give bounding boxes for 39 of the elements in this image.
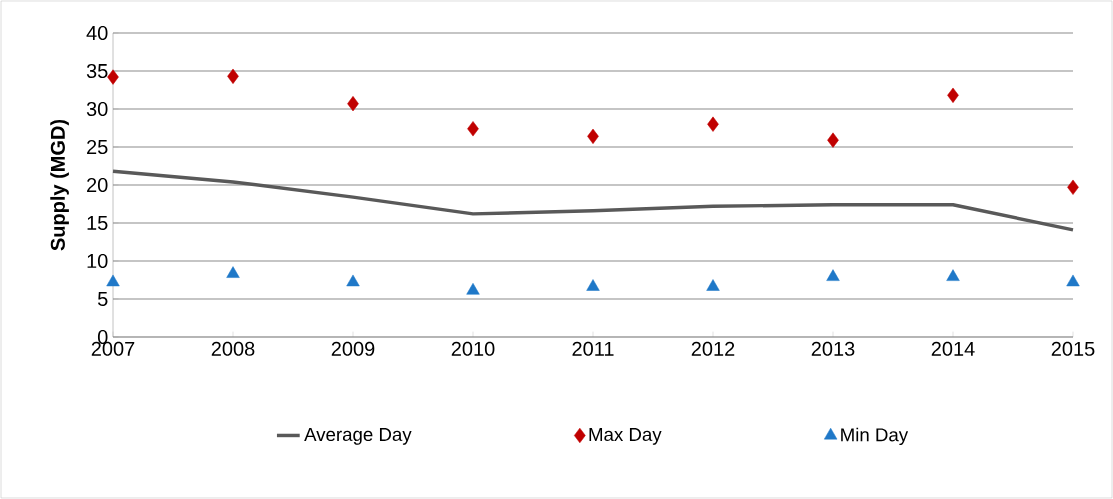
y-tick-label: 15 <box>87 216 108 230</box>
legend-label: Min Day <box>841 427 909 446</box>
point <box>347 96 359 112</box>
y-tick-label: 30 <box>86 101 108 117</box>
legend-label: Average Day <box>304 428 412 445</box>
point <box>826 269 840 281</box>
x-tick-label: 2012 <box>691 341 735 356</box>
point <box>346 274 360 287</box>
y-tick-label: 25 <box>87 139 108 155</box>
point <box>827 132 839 148</box>
y-tick-label: 35 <box>86 63 108 79</box>
x-tick-label: 2010 <box>451 341 495 356</box>
y-tick-label: 20 <box>87 177 108 193</box>
point <box>227 68 239 84</box>
point <box>1066 274 1080 287</box>
x-tick-label: 2013 <box>811 341 855 356</box>
x-tick-label: 2011 <box>572 341 614 356</box>
x-tick-label: 2015 <box>1051 341 1095 356</box>
point <box>706 279 720 291</box>
y-axis-title: Supply (MGD) <box>50 119 69 251</box>
y-tick-label: 5 <box>97 292 108 306</box>
point <box>106 274 120 287</box>
point <box>107 69 119 85</box>
line-series <box>111 169 1075 232</box>
point <box>707 116 719 132</box>
point <box>467 121 479 137</box>
point <box>226 266 240 278</box>
point <box>466 283 480 295</box>
x-tick-label: 2008 <box>211 341 255 356</box>
x-tick-label: 2014 <box>931 341 975 356</box>
legend-label: Max Day <box>589 428 662 445</box>
x-tick-label: 2009 <box>331 341 375 356</box>
point <box>946 269 960 281</box>
y-tick-label: 10 <box>87 253 108 269</box>
point <box>1067 179 1079 195</box>
point <box>947 87 959 103</box>
y-tick-label: 40 <box>86 25 108 41</box>
point <box>586 279 600 291</box>
point <box>587 128 599 144</box>
